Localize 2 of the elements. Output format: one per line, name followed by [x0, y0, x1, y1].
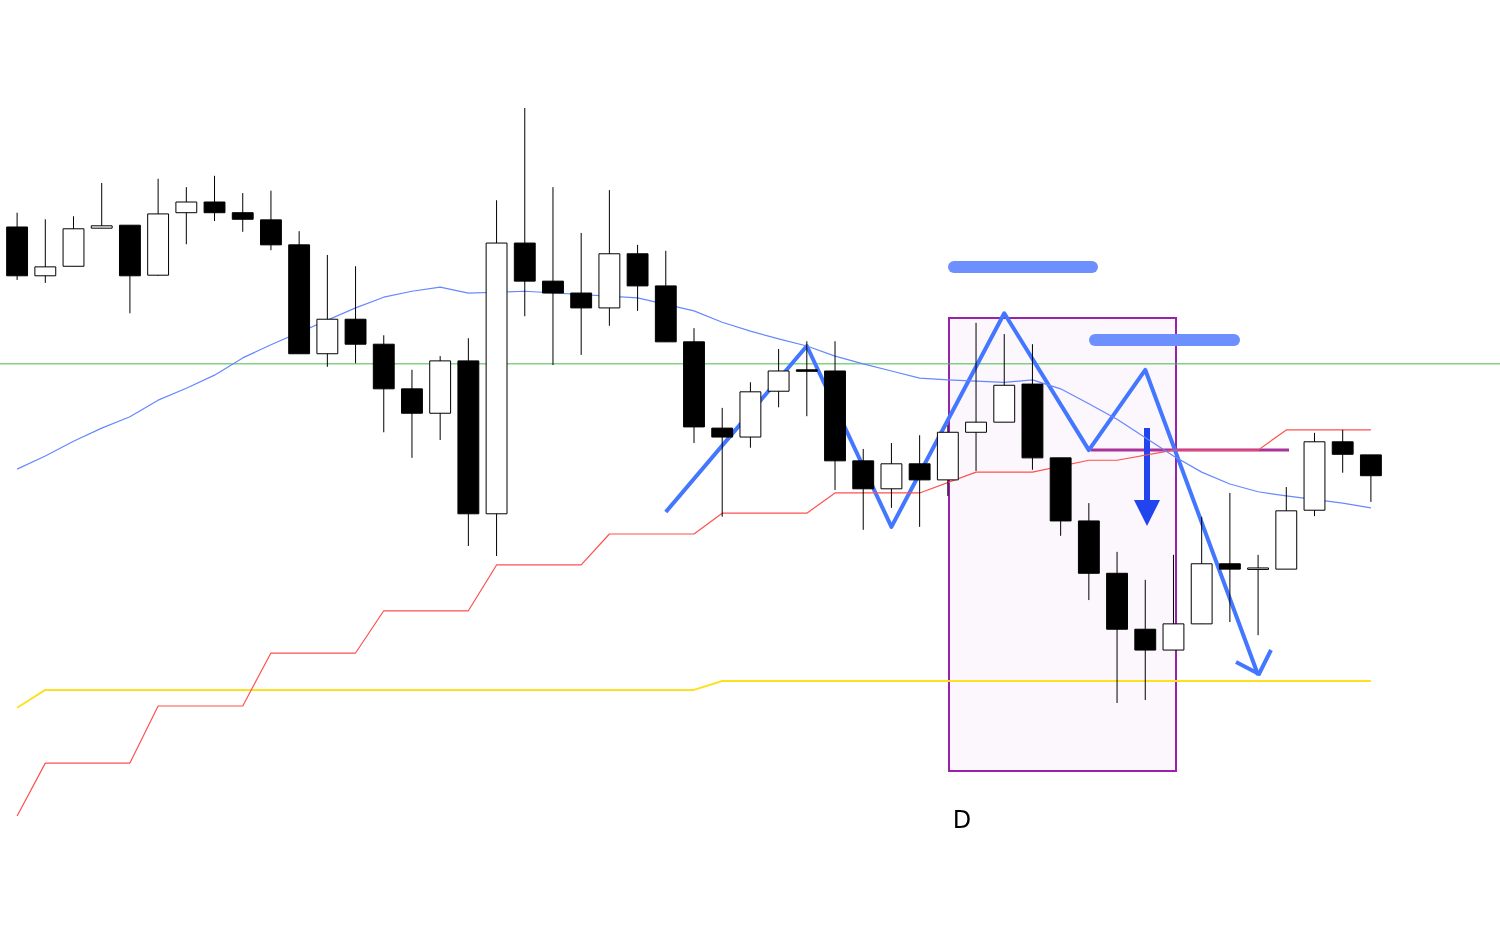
text: D — [952, 806, 972, 835]
candlestick — [1247, 554, 1270, 636]
